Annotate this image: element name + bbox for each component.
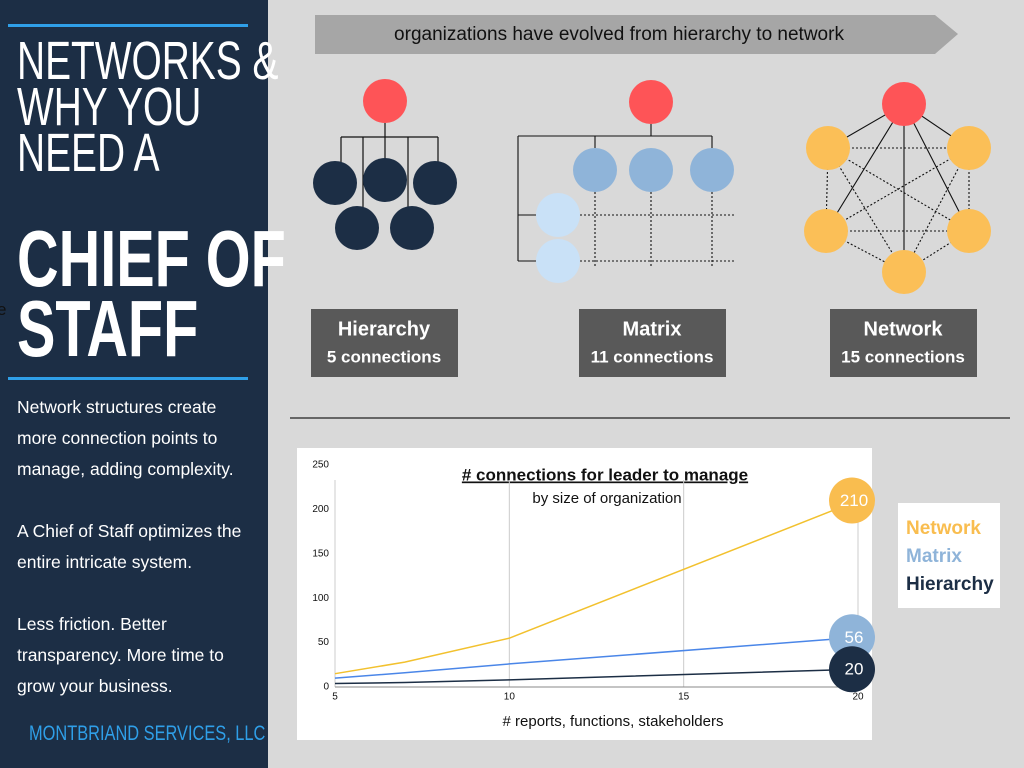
node xyxy=(390,206,434,250)
chart-panel xyxy=(297,448,872,740)
node xyxy=(882,250,926,294)
node xyxy=(804,209,848,253)
matrix-diagram xyxy=(517,124,735,268)
stray-text: e xyxy=(0,300,7,319)
structure-connections: 15 connections xyxy=(841,347,965,366)
data-label: 210 xyxy=(840,491,868,510)
paragraph: Network structures create more connectio… xyxy=(17,397,234,479)
sidebar: NETWORKS & WHY YOU NEED A CHIEF OF STAFF… xyxy=(0,0,286,768)
legend-entry: Matrix xyxy=(906,546,962,567)
node xyxy=(629,148,673,192)
connector xyxy=(825,103,970,272)
chart-subtitle: by size of organization xyxy=(532,490,681,507)
chart-title: # connections for leader to manage xyxy=(462,465,748,484)
node xyxy=(690,148,734,192)
connector xyxy=(340,123,439,228)
node xyxy=(947,209,991,253)
legend-panel xyxy=(898,503,1000,608)
y-tick-label: 250 xyxy=(312,460,329,471)
y-tick-label: 150 xyxy=(312,548,329,559)
connector xyxy=(517,124,713,262)
y-tick-label: 50 xyxy=(318,637,330,648)
x-tick-label: 15 xyxy=(678,692,690,703)
data-label-marker xyxy=(829,614,875,661)
node xyxy=(536,193,580,237)
x-tick-label: 10 xyxy=(504,692,516,703)
network-diagram xyxy=(825,103,970,273)
node xyxy=(313,161,357,205)
y-tick-label: 100 xyxy=(312,593,329,604)
paragraph: Less friction. Better transparency. More… xyxy=(17,614,224,696)
accent-line xyxy=(8,377,248,380)
node xyxy=(413,161,457,205)
node xyxy=(363,158,407,202)
label-box xyxy=(830,309,977,377)
title-line: NETWORKS & xyxy=(17,31,279,91)
node xyxy=(573,148,617,192)
node xyxy=(536,239,580,283)
legend-entry: Hierarchy xyxy=(906,574,994,595)
structure-name: Matrix xyxy=(623,318,682,340)
data-label-marker xyxy=(829,646,875,693)
series-line xyxy=(334,668,859,685)
x-tick-label: 5 xyxy=(332,692,338,703)
x-tick-label: 20 xyxy=(852,692,864,703)
banner-arrow xyxy=(315,15,958,54)
banner-text: organizations have evolved from hierarch… xyxy=(394,24,844,45)
connector xyxy=(825,147,970,273)
series-line xyxy=(334,636,859,679)
data-label: 20 xyxy=(845,660,864,679)
node xyxy=(947,126,991,170)
paragraphs: Network structures create more connectio… xyxy=(17,392,257,733)
data-label: 56 xyxy=(845,628,864,647)
structure-connections: 11 connections xyxy=(591,347,714,366)
leader-node xyxy=(882,82,926,126)
title-line: WHY YOU xyxy=(17,77,202,137)
headline: CHIEF OF STAFF xyxy=(17,214,286,373)
structure-connections: 5 connections xyxy=(327,347,441,366)
x-axis-label: # reports, functions, stakeholders xyxy=(503,713,724,730)
paragraph: A Chief of Staff optimizes the entire in… xyxy=(17,521,242,572)
footer: MONTBRIAND SERVICES, LLC xyxy=(29,722,266,745)
leader-node xyxy=(363,79,407,123)
hierarchy-diagram xyxy=(340,123,439,228)
accent-line xyxy=(8,24,248,27)
structure-name: Hierarchy xyxy=(338,318,431,340)
label-box xyxy=(579,309,726,377)
connector xyxy=(580,192,735,268)
y-tick-label: 0 xyxy=(323,682,329,693)
leader-node xyxy=(629,80,673,124)
legend-entry: Network xyxy=(906,518,981,539)
title-line: NEED A xyxy=(17,123,160,183)
node xyxy=(806,126,850,170)
y-tick-label: 200 xyxy=(312,504,329,515)
title: NETWORKS & WHY YOU NEED A xyxy=(17,31,279,183)
label-box xyxy=(311,309,458,377)
headline-line: STAFF xyxy=(17,284,199,373)
structure-name: Network xyxy=(864,318,944,340)
series-line xyxy=(334,499,859,675)
node xyxy=(335,206,379,250)
headline-line: CHIEF OF xyxy=(17,214,286,303)
data-label-marker xyxy=(829,477,875,524)
